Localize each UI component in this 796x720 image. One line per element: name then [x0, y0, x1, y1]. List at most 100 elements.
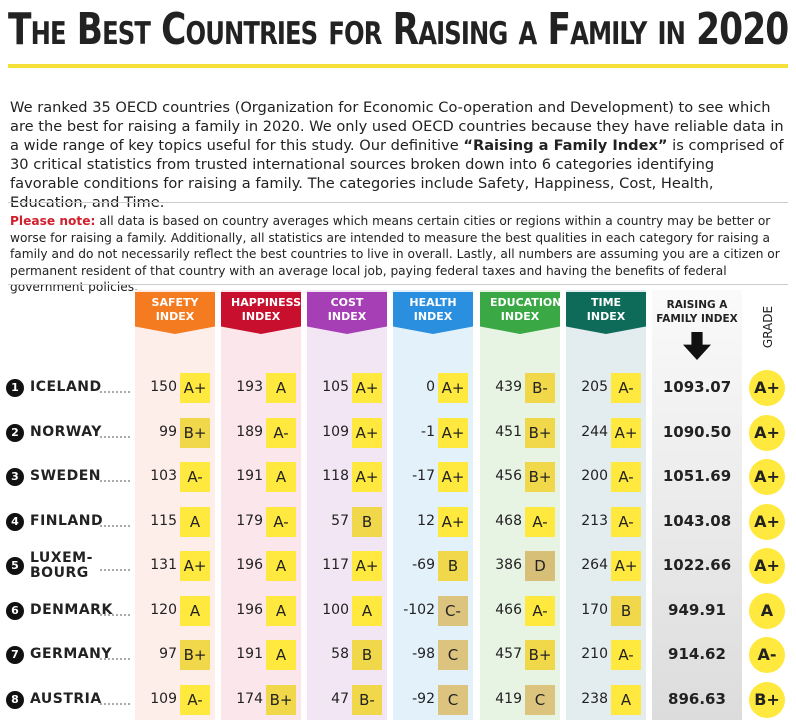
country-name: DENMARK	[30, 601, 113, 618]
score: 213	[581, 512, 608, 529]
score: 191	[236, 468, 263, 484]
score: 170	[581, 601, 608, 618]
grade-box: A-	[611, 373, 641, 403]
grade-box: A+	[438, 506, 468, 537]
rank-badge: 6	[6, 601, 24, 620]
divider	[8, 284, 788, 285]
grade-header: GRADE	[761, 305, 775, 349]
score: 12	[417, 512, 435, 529]
grade-box: B+	[266, 684, 296, 715]
grade-box: C	[525, 684, 555, 715]
score: -69	[412, 557, 435, 573]
family-index: 896.63	[668, 689, 726, 708]
leader-dots	[100, 480, 130, 482]
country-name: ICELAND	[30, 379, 102, 395]
final-grade: A+	[749, 414, 785, 451]
column-header: EDUCATION INDEX	[480, 292, 560, 334]
score: 109	[150, 690, 177, 707]
grade-box: A-	[266, 506, 296, 537]
grade-box: A-	[525, 506, 555, 537]
note: Please note: all data is based on country…	[10, 213, 786, 296]
grade-box: A	[352, 595, 382, 626]
grade-box: A-	[611, 506, 641, 537]
score: 100	[322, 601, 349, 618]
country-name: SWEDEN	[30, 468, 101, 484]
index-header: RAISING A FAMILY INDEX	[656, 299, 738, 325]
family-index: 1051.69	[662, 467, 732, 485]
grade-box: A+	[438, 462, 468, 492]
grade-box: A+	[611, 417, 641, 448]
grade-box: B+	[525, 640, 555, 670]
grade-box: C	[438, 640, 468, 670]
grade-box: A+	[352, 551, 382, 581]
column-header-text: HEALTH INDEX	[409, 296, 457, 323]
grade-box: D	[525, 551, 555, 581]
score: -92	[412, 690, 435, 707]
score: -1	[421, 423, 435, 440]
family-index: 1022.66	[662, 556, 732, 574]
leader-dots	[100, 524, 130, 527]
rank-badge: 7	[6, 646, 24, 664]
score: 105	[322, 379, 349, 395]
score: 238	[581, 690, 608, 707]
score: 419	[495, 690, 522, 707]
score: 244	[581, 423, 608, 440]
country-name: LUXEM-BOURG	[30, 550, 93, 581]
score: 468	[495, 512, 522, 529]
grade-box: A-	[180, 462, 210, 492]
rank-badge: 4	[6, 512, 24, 531]
country-name: FINLAND	[30, 512, 104, 529]
score: 99	[159, 423, 177, 440]
score: 466	[495, 601, 522, 618]
score: 196	[236, 601, 263, 618]
score: 97	[159, 646, 177, 662]
final-grade: A-	[749, 637, 785, 673]
intro: We ranked 35 OECD countries (Organizatio…	[10, 98, 786, 212]
score: 386	[495, 557, 522, 573]
leader-dots	[100, 658, 130, 660]
leader-dots	[100, 435, 130, 438]
title: The Best Countries for Raising a Family …	[8, 4, 789, 55]
column-header-text: EDUCATION INDEX	[490, 296, 562, 323]
grade-box: B+	[525, 417, 555, 448]
rank-badge: 1	[6, 379, 24, 397]
grade-box: A+	[352, 417, 382, 448]
rank-badge: 8	[6, 690, 24, 709]
grade-box: B	[611, 595, 641, 626]
score: 191	[236, 646, 263, 662]
score: 58	[331, 646, 349, 662]
column-header: COST INDEX	[307, 292, 387, 334]
final-grade: A+	[749, 548, 785, 584]
score: -102	[403, 601, 435, 618]
grade-box: B-	[352, 684, 382, 715]
grade-box: A-	[266, 417, 296, 448]
grade-box: A	[266, 551, 296, 581]
score: 200	[581, 468, 608, 484]
family-index: 1090.50	[662, 422, 732, 441]
column-header: TIME INDEX	[566, 292, 646, 334]
country-name: NORWAY	[30, 423, 102, 440]
column-header-text: COST INDEX	[327, 296, 367, 323]
score: -17	[412, 468, 435, 484]
leader-dots	[100, 391, 130, 393]
column-header-text: TIME INDEX	[586, 296, 626, 323]
intro-text: We ranked 35 OECD countries (Organizatio…	[10, 99, 784, 154]
grade-box: A-	[525, 595, 555, 626]
grade-box: A	[611, 684, 641, 715]
grade-box: B+	[180, 417, 210, 448]
grade-box: A	[180, 595, 210, 626]
final-grade: B+	[749, 681, 785, 718]
column-header-text: SAFETY INDEX	[151, 296, 199, 323]
column-header: HEALTH INDEX	[393, 292, 473, 334]
divider	[8, 202, 788, 203]
column-header-text: HAPPINESS INDEX	[231, 296, 302, 323]
leader-dots	[100, 702, 130, 705]
grade-box: A+	[611, 551, 641, 581]
grade-box: B	[352, 506, 382, 537]
grade-box: B+	[180, 640, 210, 670]
grade-box: A	[266, 640, 296, 670]
grade-box: A-	[180, 684, 210, 715]
grade-box: A	[266, 462, 296, 492]
grade-box: A-	[611, 640, 641, 670]
family-index: 1043.08	[662, 511, 732, 530]
